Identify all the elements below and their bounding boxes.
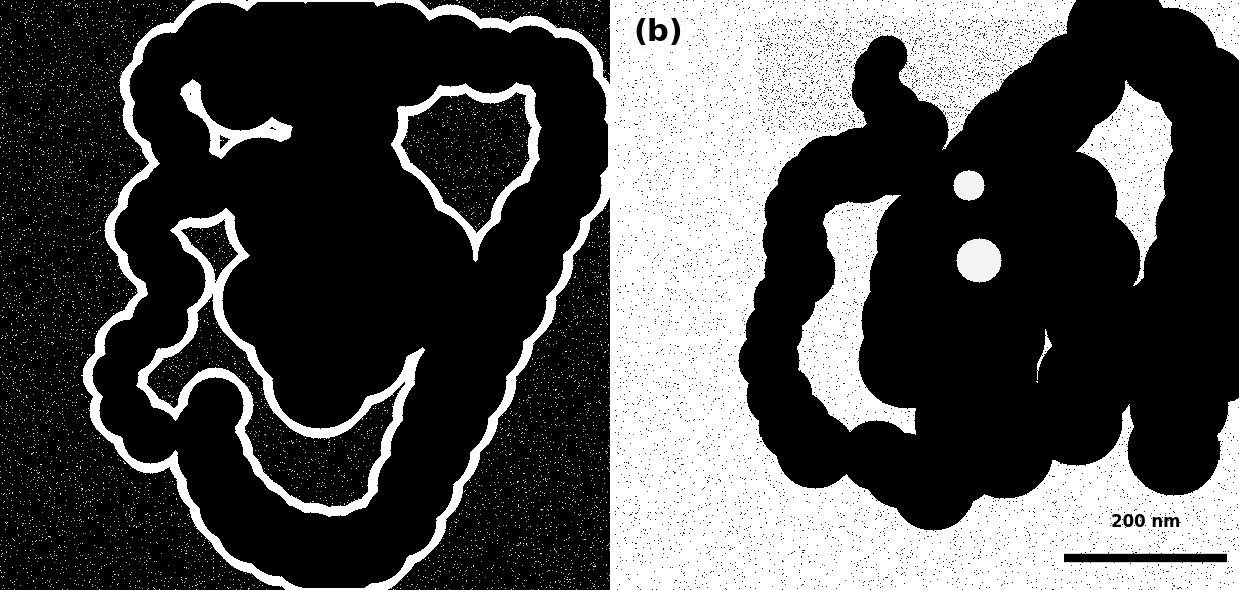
Text: 200 nm: 200 nm (1110, 513, 1180, 531)
Text: (b): (b) (633, 18, 683, 47)
